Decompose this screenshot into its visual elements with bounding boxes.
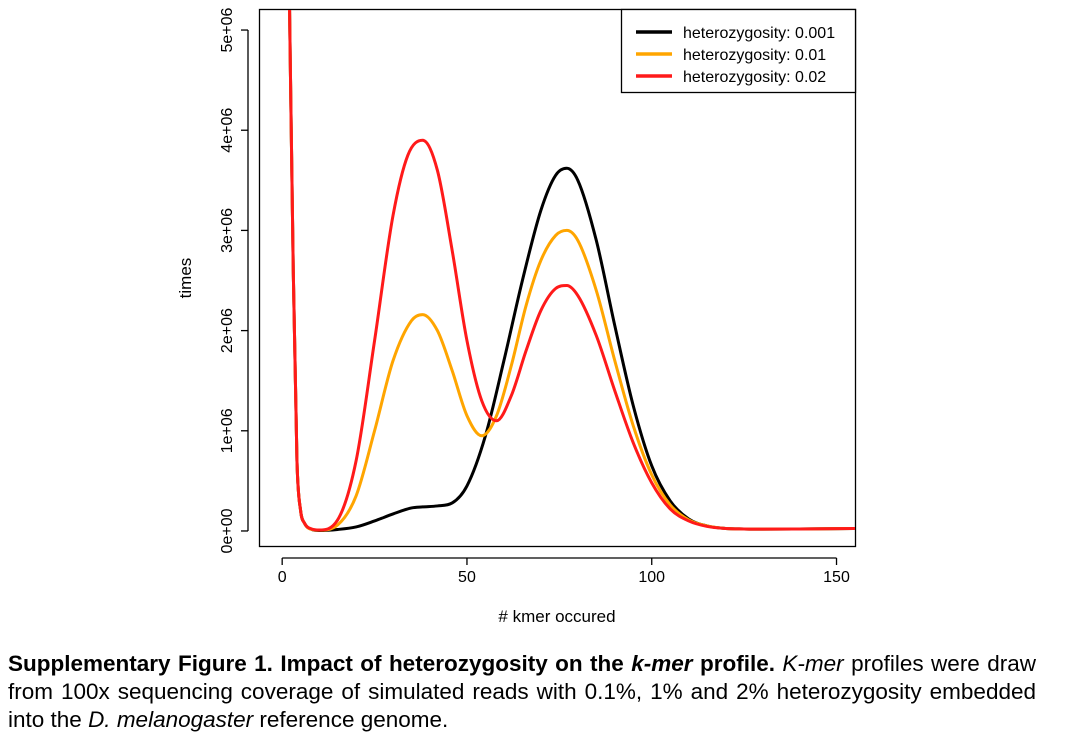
- caption-lead: Supplementary Figure 1. Impact of hetero…: [8, 651, 775, 676]
- y-tick-label: 5e+06: [219, 7, 236, 52]
- series-line-3: [288, 10, 855, 532]
- legend: heterozygosity: 0.001 heterozygosity: 0.0…: [620, 8, 857, 94]
- y-tick-label: 1e+06: [219, 408, 236, 453]
- caption-species: D. melanogaster: [88, 707, 254, 732]
- legend-label-2: heterozygosity: 0.01: [683, 47, 826, 64]
- y-tick-label: 3e+06: [219, 208, 236, 253]
- kmer-profile-chart: 0 50 100 1500e+001e+062e+063e+064e+065e+06 …: [176, 7, 857, 626]
- plot-frame: [258, 8, 857, 548]
- x-tick-label: 150: [823, 569, 850, 586]
- x-tick-label: 0: [278, 569, 287, 586]
- caption-kmer: K-mer: [774, 651, 844, 676]
- figure-caption: Supplementary Figure 1. Impact of hetero…: [8, 650, 1036, 734]
- legend-label-3: heterozygosity: 0.02: [683, 69, 826, 86]
- y-tick-label: 0e+00: [219, 508, 236, 553]
- x-axis-label: # kmer occured: [498, 607, 615, 626]
- y-tick-label: 4e+06: [219, 108, 236, 153]
- legend-box: [620, 8, 857, 94]
- y-tick-label: 2e+06: [219, 308, 236, 353]
- caption-end: reference genome.: [253, 707, 449, 732]
- y-axis-label: times: [176, 258, 195, 299]
- legend-label-1: heterozygosity: 0.001: [683, 25, 835, 42]
- x-tick-label: 100: [638, 569, 665, 586]
- caption-body: profiles were draw from 100x sequencing …: [8, 651, 1037, 732]
- x-tick-label: 50: [458, 569, 476, 586]
